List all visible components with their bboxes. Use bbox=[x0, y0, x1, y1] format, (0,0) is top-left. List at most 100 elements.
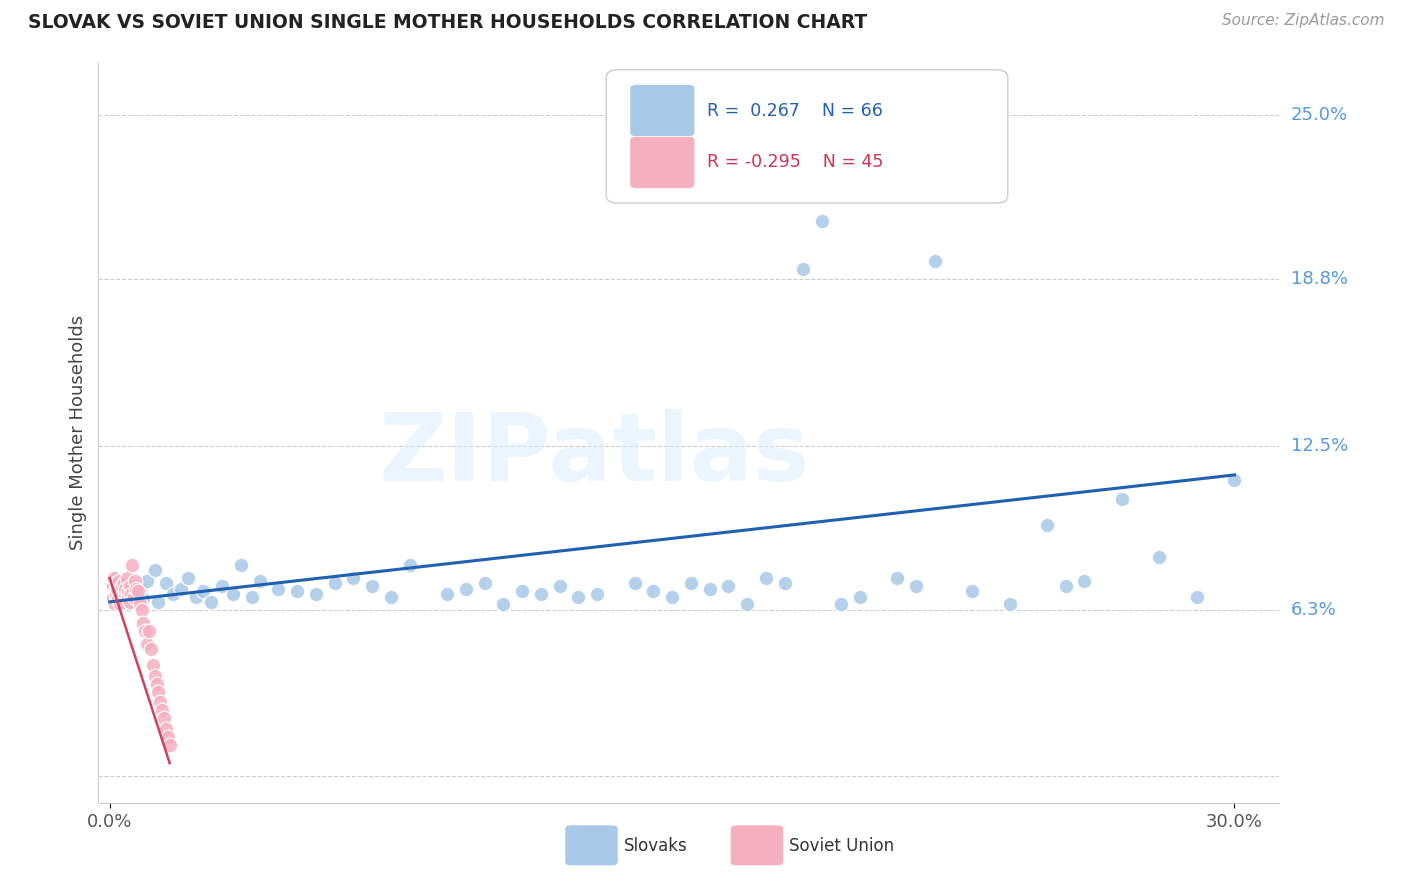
Point bbox=[128, 582, 150, 596]
Point bbox=[114, 587, 136, 601]
Point bbox=[103, 571, 125, 585]
Point bbox=[184, 590, 207, 604]
Point bbox=[149, 695, 172, 709]
Point bbox=[623, 576, 645, 591]
Point bbox=[111, 579, 134, 593]
Text: R = -0.295    N = 45: R = -0.295 N = 45 bbox=[707, 153, 883, 171]
Point bbox=[177, 571, 200, 585]
Point bbox=[342, 571, 364, 585]
Point bbox=[121, 558, 143, 572]
Point bbox=[103, 579, 125, 593]
Text: 18.8%: 18.8% bbox=[1291, 270, 1347, 288]
Point bbox=[143, 669, 166, 683]
Point bbox=[193, 584, 215, 599]
Point bbox=[103, 590, 125, 604]
Point bbox=[474, 576, 496, 591]
Point bbox=[792, 261, 814, 276]
Point bbox=[110, 590, 132, 604]
Point bbox=[118, 595, 141, 609]
Point bbox=[105, 571, 128, 585]
Point bbox=[120, 579, 142, 593]
Point bbox=[170, 582, 193, 596]
Point bbox=[143, 563, 166, 577]
Point bbox=[586, 587, 609, 601]
Point bbox=[117, 584, 139, 599]
Point bbox=[101, 579, 124, 593]
Point bbox=[124, 574, 146, 588]
Text: Source: ZipAtlas.com: Source: ZipAtlas.com bbox=[1222, 13, 1385, 29]
Point bbox=[150, 703, 173, 717]
Point bbox=[735, 598, 758, 612]
Point bbox=[155, 722, 177, 736]
Point bbox=[117, 598, 139, 612]
Point bbox=[159, 738, 181, 752]
Point bbox=[1111, 491, 1133, 506]
Point bbox=[1073, 574, 1095, 588]
Point bbox=[267, 582, 290, 596]
Point bbox=[105, 587, 128, 601]
Text: ZIPatlas: ZIPatlas bbox=[378, 409, 810, 500]
Point bbox=[104, 598, 127, 612]
Point bbox=[107, 592, 129, 607]
FancyBboxPatch shape bbox=[630, 136, 695, 188]
Point bbox=[960, 584, 983, 599]
Point bbox=[125, 582, 148, 596]
Point bbox=[112, 576, 135, 591]
Point bbox=[222, 587, 245, 601]
Text: 25.0%: 25.0% bbox=[1291, 106, 1348, 124]
Point bbox=[148, 595, 170, 609]
Point bbox=[361, 579, 384, 593]
Y-axis label: Single Mother Households: Single Mother Households bbox=[69, 315, 87, 550]
FancyBboxPatch shape bbox=[565, 825, 619, 866]
Point bbox=[125, 587, 148, 601]
Point bbox=[139, 642, 162, 657]
Point bbox=[510, 584, 533, 599]
Point bbox=[138, 624, 160, 638]
Point bbox=[153, 711, 176, 725]
Point bbox=[136, 637, 159, 651]
Text: Soviet Union: Soviet Union bbox=[789, 837, 894, 855]
Point bbox=[121, 576, 143, 591]
Point bbox=[115, 571, 138, 585]
Point bbox=[162, 587, 184, 601]
Point bbox=[998, 598, 1021, 612]
Point bbox=[285, 584, 308, 599]
FancyBboxPatch shape bbox=[606, 70, 1008, 203]
Point bbox=[305, 587, 328, 601]
Point bbox=[156, 730, 179, 744]
Point bbox=[136, 574, 159, 588]
Point bbox=[1054, 579, 1077, 593]
Point bbox=[380, 590, 402, 604]
Point bbox=[117, 590, 139, 604]
Point bbox=[830, 598, 852, 612]
Point bbox=[105, 582, 128, 596]
Point bbox=[1149, 549, 1171, 564]
Point bbox=[120, 587, 142, 601]
Point bbox=[548, 579, 571, 593]
Point bbox=[132, 615, 155, 630]
Point bbox=[148, 685, 170, 699]
Point bbox=[755, 571, 778, 585]
Point bbox=[229, 558, 252, 572]
Point bbox=[110, 590, 132, 604]
Point bbox=[1223, 473, 1246, 487]
Point bbox=[717, 579, 740, 593]
Point bbox=[1036, 518, 1059, 533]
Point bbox=[323, 576, 346, 591]
Point bbox=[155, 576, 177, 591]
Point bbox=[131, 603, 153, 617]
Point bbox=[924, 253, 946, 268]
Point bbox=[114, 582, 136, 596]
Point bbox=[145, 677, 167, 691]
Point bbox=[567, 590, 589, 604]
Text: Slovaks: Slovaks bbox=[624, 837, 688, 855]
Point bbox=[454, 582, 477, 596]
Point bbox=[108, 574, 131, 588]
Point bbox=[200, 595, 222, 609]
Point bbox=[111, 595, 134, 609]
Point bbox=[530, 587, 553, 601]
Point bbox=[104, 576, 127, 591]
Point bbox=[249, 574, 271, 588]
Point bbox=[114, 584, 136, 599]
Point bbox=[773, 576, 796, 591]
